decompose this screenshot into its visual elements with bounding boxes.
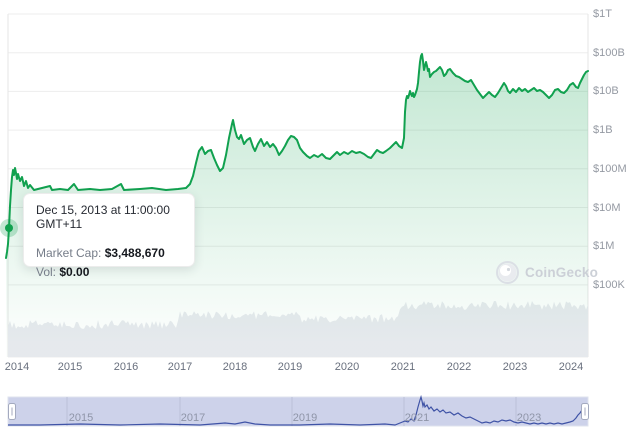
x-axis-label: 2015 xyxy=(57,361,83,373)
y-axis-label: $1B xyxy=(593,124,613,137)
tooltip-vol-value: $0.00 xyxy=(59,265,90,279)
x-axis-label: 2018 xyxy=(222,361,248,373)
tooltip-market-cap-label: Market Cap: xyxy=(36,246,102,260)
x-axis-label: 2019 xyxy=(277,361,303,373)
y-axis-label: $1M xyxy=(593,240,615,253)
navigator-year-label: 2023 xyxy=(516,412,542,424)
x-axis-label: 2016 xyxy=(113,361,139,373)
tooltip-market-cap-value: $3,488,670 xyxy=(104,246,165,260)
y-axis-label: $100B xyxy=(593,46,625,59)
navigator-year-label: 2019 xyxy=(292,412,318,424)
x-axis-label: 2021 xyxy=(390,361,416,373)
tooltip-vol-label: Vol: xyxy=(36,265,57,279)
y-axis-label: $100M xyxy=(593,162,627,175)
tooltip-vol-row: Vol: $0.00 xyxy=(36,263,182,282)
navigator-year-label: 2021 xyxy=(404,412,430,424)
selected-point-marker[interactable] xyxy=(5,224,13,232)
x-axis-label: 2024 xyxy=(558,361,584,373)
navigator-series-line xyxy=(8,394,589,426)
navigator-year-label: 2017 xyxy=(180,412,206,424)
coingecko-watermark: CoinGecko xyxy=(496,261,598,284)
market-cap-area xyxy=(6,54,588,357)
y-axis-label: $100K xyxy=(593,278,625,291)
tooltip-market-cap-row: Market Cap: $3,488,670 xyxy=(36,244,182,263)
watermark-text: CoinGecko xyxy=(525,265,599,280)
tooltip-date: Dec 15, 2013 at 11:00:00 GMT+11 xyxy=(36,203,170,231)
y-axis-label: $10M xyxy=(593,201,621,214)
navigator-year-label: 2015 xyxy=(68,412,94,424)
x-axis-label: 2014 xyxy=(4,361,30,373)
y-axis-label: $1T xyxy=(593,8,612,20)
x-axis-label: 2020 xyxy=(334,361,360,373)
y-axis-label: $10B xyxy=(593,85,619,98)
chart-tooltip: Dec 15, 2013 at 11:00:00 GMT+11 Market C… xyxy=(23,193,195,279)
x-axis-label: 2023 xyxy=(502,361,528,373)
x-axis-label: 2022 xyxy=(446,361,472,373)
market-cap-line xyxy=(5,53,589,259)
coingecko-logo-icon xyxy=(496,261,519,284)
x-axis-label: 2017 xyxy=(167,361,193,373)
